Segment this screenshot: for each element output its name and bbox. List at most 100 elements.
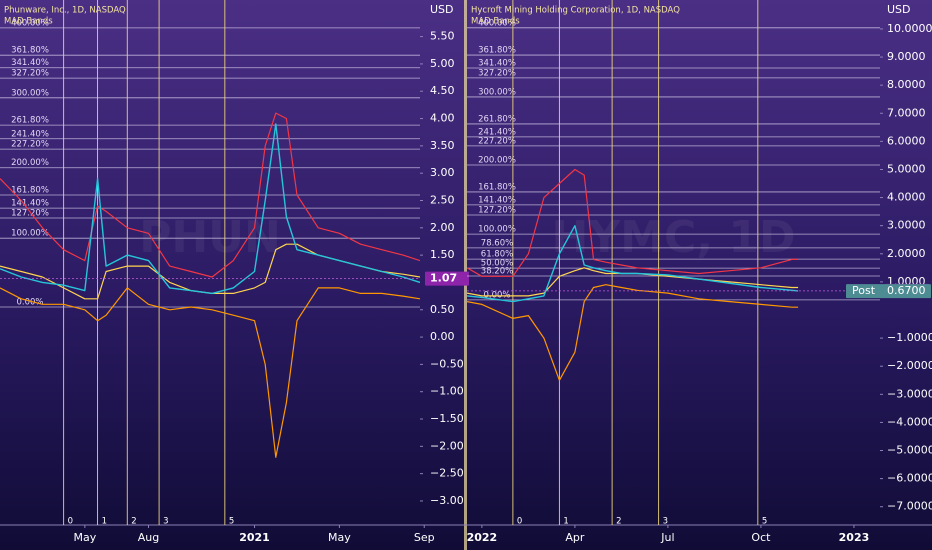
series-line [467,168,799,277]
chart-pane: HYMC, 1D400.00%361.80%341.40%327.20%300.… [467,0,932,544]
y-tick-label: 8.0000 [887,78,926,91]
y-tick-label: −3.0000 [887,387,932,400]
x-tick-label: 2021 [239,531,270,544]
last-price-label: 1.07 [430,272,457,285]
y-tick-label: −1.0000 [887,331,932,344]
fib-level-label: 261.80% [11,116,49,126]
post-price-box [846,284,931,299]
y-tick-label: 0.00 [430,330,455,343]
plot-area: PHUN400.00%361.80%341.40%327.20%300.00%2… [0,0,420,527]
y-tick-label: 1.50 [430,248,455,261]
x-tick-label: Aug [138,531,159,544]
x-tick-label: May [73,531,96,544]
fib-level-label: 300.00% [478,87,516,97]
currency-label: USD [430,3,454,16]
time-marker-label: 2 [616,517,621,527]
fib-level-label: 241.40% [11,129,49,139]
time-marker-label: 0 [68,517,73,527]
x-tick-label: May [328,531,351,544]
y-tick-label: 7.0000 [887,106,926,119]
y-tick-label: 3.00 [430,166,455,179]
fib-level-label: 161.80% [478,182,516,192]
time-marker-label: 5 [762,517,767,527]
currency-label: USD [887,3,911,16]
y-tick-label: 3.50 [430,139,455,152]
series-line [467,267,799,297]
fib-level-label: 227.20% [478,136,516,146]
fib-level-label: 100.00% [11,229,49,239]
x-tick-label: 2022 [467,531,498,544]
y-tick-label: −2.50 [430,467,464,480]
series-line [467,225,799,303]
last-price-box [425,271,469,286]
fib-level-label: 200.00% [478,155,516,165]
y-tick-label: 10.0000 [887,22,932,35]
fib-level-label: 141.40% [478,195,516,205]
y-tick-label: 4.50 [430,84,455,97]
fib-level-label: 327.20% [11,69,49,79]
y-tick-label: −7.0000 [887,500,932,513]
plot-area: HYMC, 1D400.00%361.80%341.40%327.20%300.… [467,0,880,527]
fib-level-label: 161.80% [11,186,49,196]
y-tick-label: −2.00 [430,439,464,452]
fib-level-label: 0.00% [16,298,43,308]
y-tick-label: −5.0000 [887,444,932,457]
fib-level-label: 361.80% [478,46,516,56]
fib-level-label: 141.40% [11,199,49,209]
time-marker-label: 1 [563,517,568,527]
fib-level-label: 300.00% [11,88,49,98]
y-tick-label: 6.0000 [887,134,926,147]
y-tick-label: 9.0000 [887,50,926,63]
fib-level-label: 341.40% [478,59,516,69]
y-tick-label: 3.0000 [887,219,926,232]
fib-level-label: 127.20% [11,208,49,218]
fib-level-label: 78.60% [481,238,513,248]
x-axis: May Aug 2021 May Sep [73,525,435,544]
x-tick-label: Jul [660,531,674,544]
y-tick-label: 5.50 [430,30,455,43]
fib-level-label: 50.00% [481,259,513,269]
fib-level-label: 38.20% [481,266,513,276]
time-marker-label: 5 [229,517,234,527]
y-tick-label: −1.00 [430,385,464,398]
time-marker-label: 3 [663,517,668,527]
fib-level-label: 400.00% [478,18,516,28]
fib-level-label: 400.00% [11,18,49,28]
x-tick-label: Oct [751,531,771,544]
y-tick-label: 4.0000 [887,191,926,204]
x-tick-label: Sep [414,531,435,544]
x-tick-label: Apr [565,531,585,544]
indicator-name: MAD Bands [471,17,520,27]
indicator-name: MAD Bands [4,17,53,27]
y-tick-label: 5.00 [430,57,455,70]
time-marker-label: 2 [131,517,136,527]
fib-level-label: 200.00% [11,158,49,168]
series-line [0,287,420,458]
fib-level-label: 241.40% [478,127,516,137]
x-axis: 2022 Apr Jul Oct 2023 [467,525,870,544]
fib-level-label: 61.80% [481,250,513,260]
fib-level-label: 327.20% [478,68,516,78]
fib-level-label: 100.00% [478,225,516,235]
time-marker-label: 1 [102,517,107,527]
y-tick-label: 2.00 [430,221,455,234]
watermark: HYMC, 1D [552,212,796,263]
post-tag: Post [852,284,876,297]
y-tick-label: 0.50 [430,303,455,316]
y-tick-label: −4.0000 [887,415,932,428]
y-tick-label: −0.50 [430,357,464,370]
fib-level-label: 361.80% [11,46,49,56]
y-tick-label: −3.00 [430,494,464,507]
x-tick-label: 2023 [839,531,870,544]
series-line [0,123,420,295]
y-tick-label: −1.50 [430,412,464,425]
time-marker-label: 3 [163,517,168,527]
chart-title: Phunware, Inc., 1D, NASDAQ [4,6,126,16]
y-tick-label: 2.50 [430,193,455,206]
chart-title: Hycroft Mining Holding Corporation, 1D, … [471,6,680,16]
series-line [467,284,799,381]
y-tick-label: 5.0000 [887,162,926,175]
y-tick-label: 4.00 [430,112,455,125]
fib-level-label: 261.80% [478,114,516,124]
fib-level-label: 227.20% [11,140,49,150]
